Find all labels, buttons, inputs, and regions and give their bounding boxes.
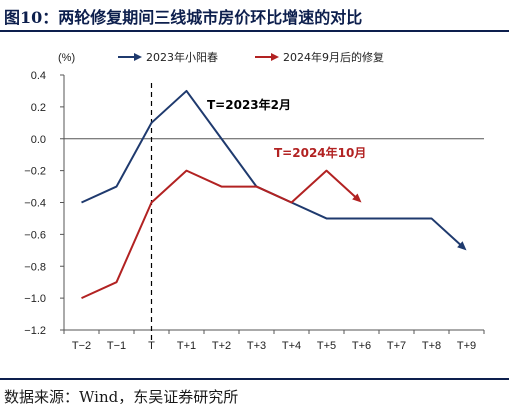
y-tick-label: 0.4	[31, 70, 46, 82]
bottom-rule	[0, 378, 509, 380]
x-tick-label: T+8	[422, 340, 441, 352]
series-line-1	[81, 89, 463, 248]
x-tick-label: T+5	[317, 340, 336, 352]
legend-label-1: 2023年小阳春	[146, 50, 218, 64]
legend-label-2: 2024年9月后的修复	[283, 50, 384, 64]
y-tick-label: −0.6	[24, 229, 46, 241]
x-tick-label: T+1	[177, 340, 196, 352]
legend-arrow-1	[134, 53, 142, 61]
y-tick-label: −1.0	[24, 293, 46, 305]
y-unit-label: (%)	[58, 52, 75, 64]
y-tick-label: 0.2	[31, 102, 46, 114]
annotation-2023: T=2023年2月	[207, 97, 291, 112]
y-tick-label: −1.2	[24, 325, 46, 337]
top-rule	[0, 30, 509, 32]
chart: (%) 2023年小阳春 2024年9月后的修复 0.4 0.2 0.0 −0.2 −0…	[24, 50, 485, 352]
y-tick-label: −0.4	[24, 198, 46, 210]
x-tick-label: T+6	[352, 340, 371, 352]
series-line-2	[81, 169, 358, 300]
y-tick-label: −0.8	[24, 261, 46, 273]
source-note: 数据来源：Wind，东吴证券研究所	[4, 388, 239, 406]
y-tick-label: −0.2	[24, 166, 46, 178]
legend-arrow-2	[271, 53, 279, 61]
axes	[63, 75, 484, 331]
x-ticks: T−2 T−1 T T+1 T+2 T+3 T+4 T+5 T+6 T+7 T+8 T+9	[63, 330, 485, 352]
annotation-2024: T=2024年10月	[274, 145, 366, 160]
x-tick-label: T−1	[107, 340, 126, 352]
x-tick-label: T+3	[247, 340, 266, 352]
series-arrowhead-2	[352, 193, 362, 203]
x-tick-label: T+4	[282, 340, 301, 352]
header-bar	[0, 0, 509, 30]
x-tick-label: T	[148, 340, 155, 352]
x-tick-label: T+2	[212, 340, 231, 352]
y-ticks: 0.4 0.2 0.0 −0.2 −0.4 −0.6 −0.8 −1.0 −1.2	[24, 70, 64, 337]
x-tick-label: T+7	[387, 340, 406, 352]
series-lines	[81, 89, 467, 300]
x-tick-label: T−2	[72, 340, 91, 352]
x-tick-label: T+9	[457, 340, 476, 352]
y-tick-label: 0.0	[31, 134, 46, 146]
series-arrowhead-1	[457, 241, 467, 251]
figure-title: 图10：两轮修复期间三线城市房价环比增速的对比	[4, 8, 363, 27]
